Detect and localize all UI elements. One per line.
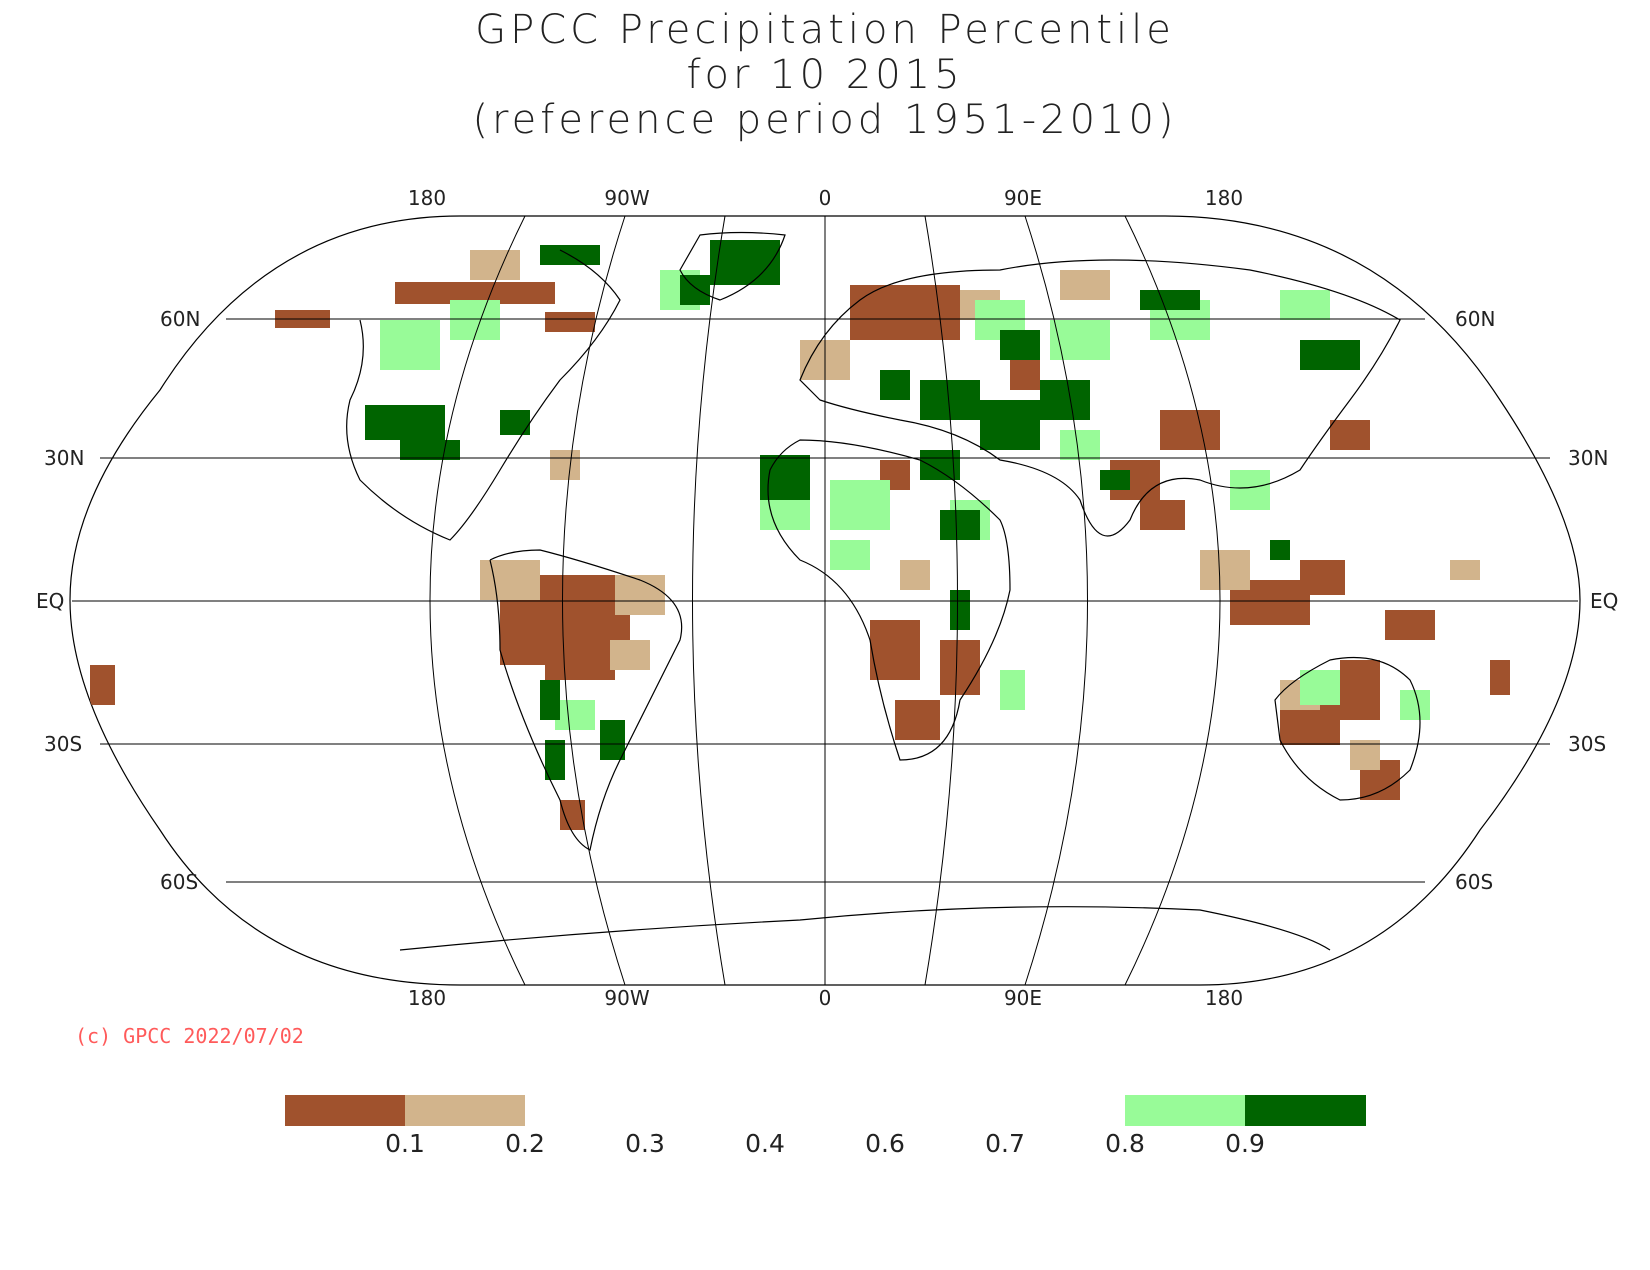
- title-line-2: for 10 2015: [686, 52, 964, 98]
- legend-swatch-dry: [405, 1095, 525, 1126]
- lon-label-top-180e: 180: [1205, 186, 1243, 210]
- coast-greenland: [679, 231, 786, 301]
- lat-label-right-30s: 30S: [1568, 732, 1606, 756]
- coastlines: [346, 231, 1421, 951]
- lat-label-right-30n: 30N: [1568, 446, 1608, 470]
- lon-label-top-90e: 90E: [1004, 186, 1042, 210]
- title-line-1: GPCC Precipitation Percentile: [475, 7, 1175, 53]
- lon-label-bottom-90w: 90W: [604, 986, 649, 1010]
- legend-swatch-wet: [1125, 1095, 1245, 1126]
- lat-label-left-30s: 30S: [44, 732, 82, 756]
- legend-swatch-very-dry: [285, 1095, 405, 1126]
- copyright-note: (c) GPCC 2022/07/02: [75, 1024, 304, 1048]
- meridian-135w: [429, 215, 526, 986]
- title-line-3: (reference period 1951-2010): [472, 97, 1178, 143]
- meridian-45e: [924, 215, 958, 986]
- meridian-90w: [562, 215, 626, 986]
- lat-label-right-60n: 60N: [1455, 307, 1495, 331]
- lat-label-left-eq: EQ: [36, 589, 64, 613]
- very-wet-cells: [365, 240, 1360, 780]
- coast-south-america: [489, 549, 683, 851]
- meridian-90e: [1024, 215, 1088, 986]
- legend-tick-0.3: 0.3: [625, 1129, 665, 1158]
- legend-tick-0.1: 0.1: [385, 1129, 425, 1158]
- lat-label-left-30n: 30N: [44, 446, 84, 470]
- legend-tick-0.2: 0.2: [505, 1129, 545, 1158]
- legend-tick-0.6: 0.6: [865, 1129, 905, 1158]
- coast-australia: [1274, 656, 1421, 801]
- coast-antarctica: [399, 906, 1331, 951]
- meridian-45w: [692, 215, 726, 986]
- lat-label-right-60s: 60S: [1455, 870, 1493, 894]
- coast-north-america: [346, 249, 621, 541]
- lat-label-left-60s: 60S: [160, 870, 198, 894]
- legend-tick-0.7: 0.7: [985, 1129, 1025, 1158]
- map-title: GPCC Precipitation Percentile for 10 201…: [0, 8, 1650, 143]
- lon-label-bottom-180w: 180: [408, 986, 446, 1010]
- meridian-135e: [1124, 215, 1221, 986]
- lon-label-bottom-180e: 180: [1205, 986, 1243, 1010]
- lat-label-left-60n: 60N: [160, 307, 200, 331]
- legend-tick-0.9: 0.9: [1225, 1129, 1265, 1158]
- lon-label-top-180w: 180: [408, 186, 446, 210]
- coast-eurasia: [799, 259, 1401, 537]
- lon-label-top-0: 0: [819, 186, 832, 210]
- lat-label-right-eq: EQ: [1590, 589, 1618, 613]
- legend-swatch-very-wet: [1245, 1095, 1366, 1126]
- lon-label-bottom-90e: 90E: [1004, 986, 1042, 1010]
- lon-label-bottom-0: 0: [819, 986, 832, 1010]
- legend-tick-0.4: 0.4: [745, 1129, 785, 1158]
- graticule: [72, 215, 1578, 986]
- lon-label-top-90w: 90W: [604, 186, 649, 210]
- legend-tick-0.8: 0.8: [1105, 1129, 1145, 1158]
- precip-field: [90, 240, 1510, 830]
- coast-africa: [767, 439, 1011, 761]
